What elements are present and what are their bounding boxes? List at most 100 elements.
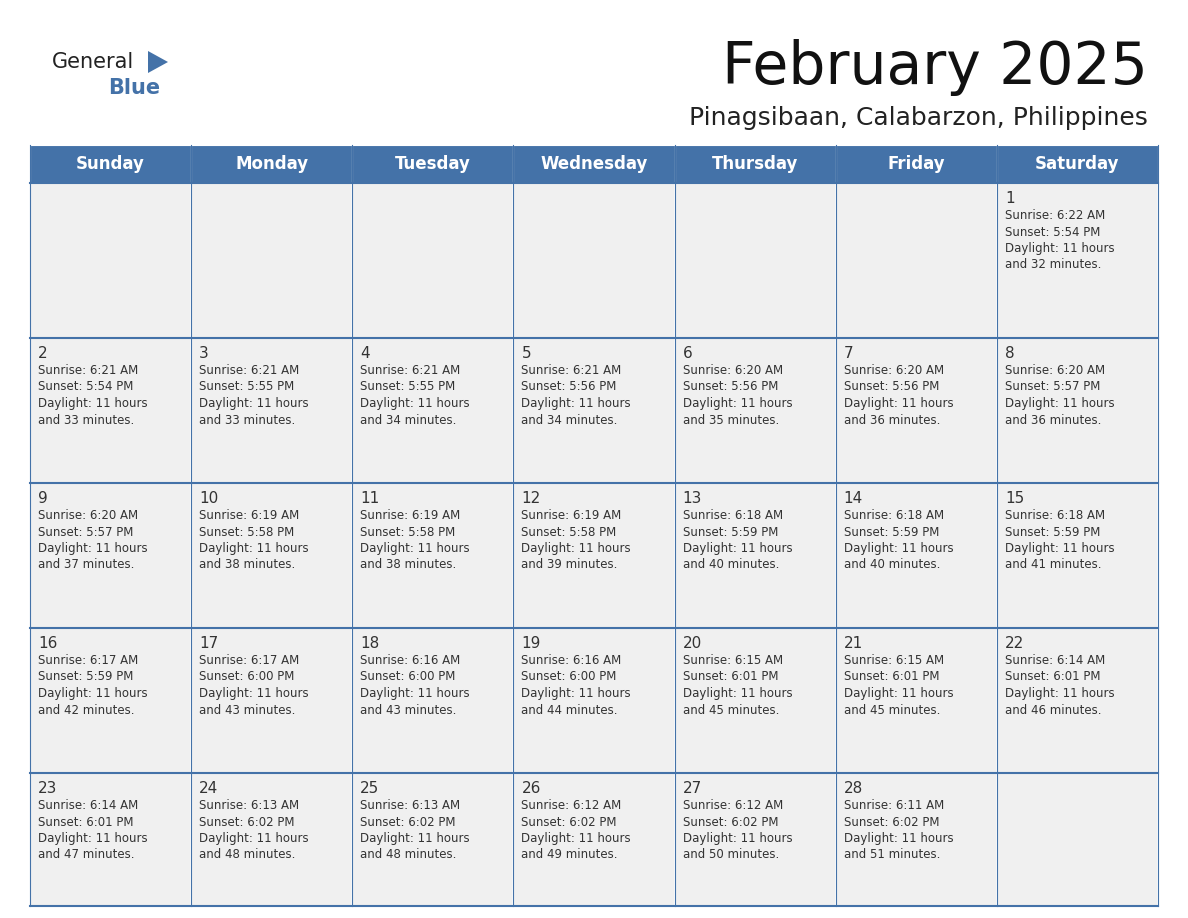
Text: Sunset: 6:02 PM: Sunset: 6:02 PM: [522, 815, 617, 829]
Text: 16: 16: [38, 636, 57, 651]
Bar: [30, 145, 191, 183]
Text: Daylight: 11 hours: Daylight: 11 hours: [1005, 242, 1114, 255]
Bar: [997, 483, 1158, 628]
Text: and 40 minutes.: and 40 minutes.: [843, 558, 940, 572]
Text: 18: 18: [360, 636, 379, 651]
Text: 2: 2: [38, 346, 48, 361]
Text: and 35 minutes.: and 35 minutes.: [683, 413, 779, 427]
Text: Sunrise: 6:14 AM: Sunrise: 6:14 AM: [38, 799, 138, 812]
Text: 23: 23: [38, 781, 57, 796]
Text: 11: 11: [360, 491, 379, 506]
Text: 19: 19: [522, 636, 541, 651]
Bar: [513, 183, 675, 338]
Text: Daylight: 11 hours: Daylight: 11 hours: [1005, 542, 1114, 555]
Bar: [353, 183, 513, 338]
Text: Sunrise: 6:13 AM: Sunrise: 6:13 AM: [360, 799, 461, 812]
Bar: [997, 183, 1158, 338]
Text: Sunrise: 6:21 AM: Sunrise: 6:21 AM: [200, 364, 299, 377]
Bar: [835, 773, 997, 906]
Text: Sunset: 6:01 PM: Sunset: 6:01 PM: [38, 815, 133, 829]
Text: Daylight: 11 hours: Daylight: 11 hours: [200, 832, 309, 845]
Bar: [835, 338, 997, 483]
Text: Daylight: 11 hours: Daylight: 11 hours: [38, 397, 147, 410]
Bar: [191, 338, 353, 483]
Text: Daylight: 11 hours: Daylight: 11 hours: [683, 687, 792, 700]
Text: Sunset: 5:54 PM: Sunset: 5:54 PM: [38, 380, 133, 394]
Bar: [835, 183, 997, 338]
Bar: [513, 483, 675, 628]
Text: Sunrise: 6:17 AM: Sunrise: 6:17 AM: [200, 654, 299, 667]
Text: Sunset: 6:00 PM: Sunset: 6:00 PM: [522, 670, 617, 684]
Text: Daylight: 11 hours: Daylight: 11 hours: [38, 832, 147, 845]
Text: Wednesday: Wednesday: [541, 155, 647, 173]
Text: Tuesday: Tuesday: [394, 155, 470, 173]
Text: 14: 14: [843, 491, 862, 506]
Text: 17: 17: [200, 636, 219, 651]
Text: Friday: Friday: [887, 155, 946, 173]
Text: Sunset: 5:58 PM: Sunset: 5:58 PM: [360, 525, 455, 539]
Text: Sunrise: 6:12 AM: Sunrise: 6:12 AM: [683, 799, 783, 812]
Text: Daylight: 11 hours: Daylight: 11 hours: [843, 832, 953, 845]
Text: Sunrise: 6:16 AM: Sunrise: 6:16 AM: [360, 654, 461, 667]
Bar: [353, 338, 513, 483]
Text: and 48 minutes.: and 48 minutes.: [360, 848, 456, 861]
Text: Sunset: 6:01 PM: Sunset: 6:01 PM: [1005, 670, 1100, 684]
Text: and 39 minutes.: and 39 minutes.: [522, 558, 618, 572]
Text: Sunrise: 6:22 AM: Sunrise: 6:22 AM: [1005, 209, 1105, 222]
Text: Sunset: 6:02 PM: Sunset: 6:02 PM: [200, 815, 295, 829]
Text: Sunrise: 6:19 AM: Sunrise: 6:19 AM: [200, 509, 299, 522]
Bar: [997, 773, 1158, 906]
Bar: [513, 145, 675, 183]
Text: Sunset: 5:56 PM: Sunset: 5:56 PM: [843, 380, 939, 394]
Text: Sunrise: 6:16 AM: Sunrise: 6:16 AM: [522, 654, 621, 667]
Text: Daylight: 11 hours: Daylight: 11 hours: [683, 397, 792, 410]
Text: Sunset: 6:00 PM: Sunset: 6:00 PM: [360, 670, 456, 684]
Text: Daylight: 11 hours: Daylight: 11 hours: [38, 542, 147, 555]
Bar: [675, 773, 835, 906]
Text: February 2025: February 2025: [722, 39, 1148, 96]
Text: Daylight: 11 hours: Daylight: 11 hours: [360, 687, 470, 700]
Text: Daylight: 11 hours: Daylight: 11 hours: [683, 832, 792, 845]
Text: Sunrise: 6:12 AM: Sunrise: 6:12 AM: [522, 799, 621, 812]
Bar: [675, 338, 835, 483]
Text: Sunrise: 6:21 AM: Sunrise: 6:21 AM: [38, 364, 138, 377]
Text: 5: 5: [522, 346, 531, 361]
Text: Sunrise: 6:19 AM: Sunrise: 6:19 AM: [360, 509, 461, 522]
Bar: [513, 773, 675, 906]
Text: and 40 minutes.: and 40 minutes.: [683, 558, 779, 572]
Text: Sunset: 5:59 PM: Sunset: 5:59 PM: [38, 670, 133, 684]
Text: and 34 minutes.: and 34 minutes.: [360, 413, 456, 427]
Text: Daylight: 11 hours: Daylight: 11 hours: [522, 397, 631, 410]
Bar: [675, 483, 835, 628]
Text: 26: 26: [522, 781, 541, 796]
Text: Daylight: 11 hours: Daylight: 11 hours: [683, 542, 792, 555]
Text: Sunrise: 6:20 AM: Sunrise: 6:20 AM: [843, 364, 943, 377]
Text: and 48 minutes.: and 48 minutes.: [200, 848, 296, 861]
Text: Sunset: 6:02 PM: Sunset: 6:02 PM: [683, 815, 778, 829]
Text: 12: 12: [522, 491, 541, 506]
Bar: [30, 338, 191, 483]
Text: and 42 minutes.: and 42 minutes.: [38, 703, 134, 717]
Text: Pinagsibaan, Calabarzon, Philippines: Pinagsibaan, Calabarzon, Philippines: [689, 106, 1148, 130]
Bar: [997, 628, 1158, 773]
Text: Sunrise: 6:20 AM: Sunrise: 6:20 AM: [38, 509, 138, 522]
Text: and 47 minutes.: and 47 minutes.: [38, 848, 134, 861]
Text: Sunset: 6:02 PM: Sunset: 6:02 PM: [360, 815, 456, 829]
Text: and 49 minutes.: and 49 minutes.: [522, 848, 618, 861]
Text: Sunrise: 6:14 AM: Sunrise: 6:14 AM: [1005, 654, 1105, 667]
Bar: [30, 483, 191, 628]
Text: Daylight: 11 hours: Daylight: 11 hours: [200, 397, 309, 410]
Text: Sunrise: 6:21 AM: Sunrise: 6:21 AM: [360, 364, 461, 377]
Text: Sunrise: 6:17 AM: Sunrise: 6:17 AM: [38, 654, 138, 667]
Text: Daylight: 11 hours: Daylight: 11 hours: [360, 832, 470, 845]
Bar: [191, 145, 353, 183]
Text: 22: 22: [1005, 636, 1024, 651]
Text: Sunrise: 6:20 AM: Sunrise: 6:20 AM: [683, 364, 783, 377]
Text: Sunset: 5:55 PM: Sunset: 5:55 PM: [200, 380, 295, 394]
Text: Thursday: Thursday: [712, 155, 798, 173]
Text: and 43 minutes.: and 43 minutes.: [360, 703, 456, 717]
Text: and 46 minutes.: and 46 minutes.: [1005, 703, 1101, 717]
Text: and 36 minutes.: and 36 minutes.: [843, 413, 940, 427]
Text: Daylight: 11 hours: Daylight: 11 hours: [522, 832, 631, 845]
Bar: [353, 145, 513, 183]
